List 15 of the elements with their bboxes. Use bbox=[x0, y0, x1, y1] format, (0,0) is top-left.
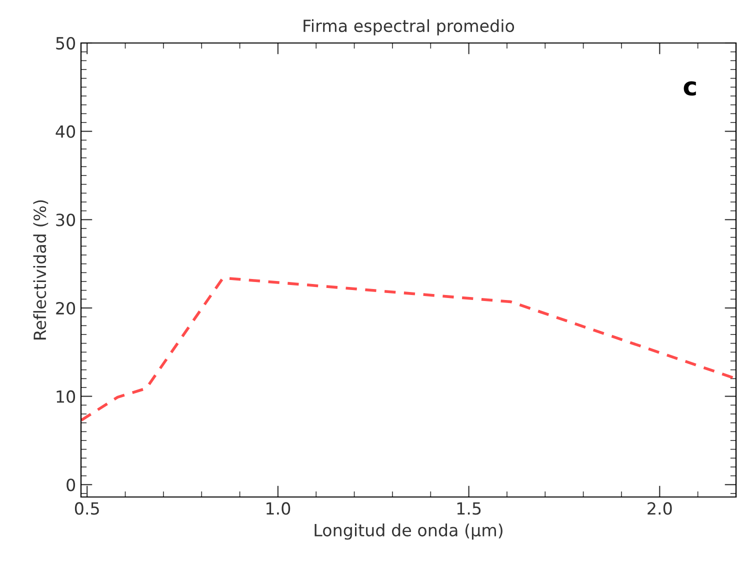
y-tick-label: 20 bbox=[56, 302, 76, 315]
x-tick-label: 1.5 bbox=[457, 502, 481, 515]
chart-title: Firma espectral promedio bbox=[304, 19, 514, 36]
y-tick-label: 30 bbox=[56, 214, 76, 226]
annotation: c bbox=[684, 81, 696, 96]
y-tick-label: 10 bbox=[56, 390, 76, 403]
line-series bbox=[81, 276, 736, 422]
x-tick-label: 2.0 bbox=[648, 502, 672, 515]
x-tick-label: 1.0 bbox=[266, 502, 290, 515]
y-tick-label: 0 bbox=[66, 478, 76, 492]
y-axis-title: Reflectividad (%) bbox=[33, 200, 48, 340]
y-tick-label: 50 bbox=[56, 36, 76, 50]
x-tick-label: 0.5 bbox=[74, 502, 99, 515]
x-axis-title: Longitud de onda (µm) bbox=[314, 524, 502, 540]
y-tick-label: 40 bbox=[56, 125, 76, 138]
